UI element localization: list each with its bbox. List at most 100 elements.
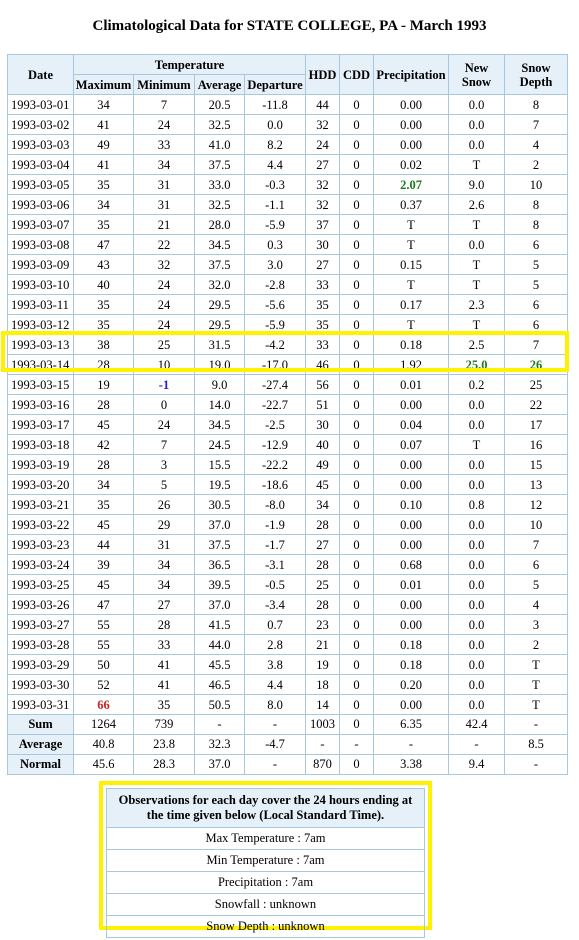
cell-new-snow: 0.0	[448, 234, 505, 255]
summary-row: Sum 1264 739- -1003 0 6.35 42.4-	[7, 714, 568, 735]
cell-date: 1993-03-04	[7, 154, 74, 175]
header-departure: Departure	[244, 74, 306, 95]
cell-snow-depth: 2	[504, 634, 568, 655]
table-row: 1993-03-12 35 24 29.5 -5.9 35 0 T T 6	[7, 314, 568, 335]
table-row: 1993-03-30 52 41 46.5 4.4 18 0 0.20 0.0 T	[7, 674, 568, 695]
cell-snow-depth: T	[504, 694, 568, 715]
cell-cdd: 0	[339, 654, 374, 675]
cell-minimum: 33	[133, 134, 195, 155]
cell-cdd: 0	[339, 134, 374, 155]
cell-snow-depth: 8	[504, 194, 568, 215]
cell-minimum: 41	[133, 654, 195, 675]
summary-cell-maximum: 1264	[73, 714, 134, 735]
cell-new-snow: 0.0	[448, 474, 505, 495]
cell-cdd: 0	[339, 214, 374, 235]
cell-cdd: 0	[339, 454, 374, 475]
cell-departure: 8.2	[244, 134, 306, 155]
cell-hdd: 46	[305, 354, 340, 375]
cell-average: 37.0	[194, 594, 245, 615]
summary-cell-departure: -	[244, 754, 306, 775]
cell-average: 37.5	[194, 254, 245, 275]
cell-maximum: 47	[73, 234, 134, 255]
cell-cdd: 0	[339, 614, 374, 635]
cell-new-snow: T	[448, 434, 505, 455]
cell-new-snow: 0.0	[448, 134, 505, 155]
cell-average: 32.0	[194, 274, 245, 295]
cell-average: 32.5	[194, 194, 245, 215]
cell-precipitation: 2.07	[373, 174, 449, 195]
cell-new-snow: 0.0	[448, 574, 505, 595]
cell-precipitation: 0.00	[373, 94, 449, 115]
summary-label: Normal	[7, 754, 74, 775]
cell-hdd: 18	[305, 674, 340, 695]
cell-minimum: 26	[133, 494, 195, 515]
cell-hdd: 27	[305, 534, 340, 555]
cell-new-snow: 2.6	[448, 194, 505, 215]
cell-departure: 8.0	[244, 694, 306, 715]
summary-row: Average 40.8 23.8 32.3 -4.7- - - -8.5	[7, 734, 568, 755]
cell-date: 1993-03-02	[7, 114, 74, 135]
cell-new-snow: 0.0	[448, 114, 505, 135]
cell-average: 34.5	[194, 414, 245, 435]
cell-minimum: 7	[133, 94, 195, 115]
summary-cell-hdd: -	[305, 734, 340, 755]
cell-cdd: 0	[339, 174, 374, 195]
cell-hdd: 14	[305, 694, 340, 715]
cell-maximum: 35	[73, 174, 134, 195]
cell-maximum: 28	[73, 454, 134, 475]
cell-minimum: 32	[133, 254, 195, 275]
table-row: 1993-03-24 39 34 36.5 -3.1 28 0 0.68 0.0 6	[7, 554, 568, 575]
notes-highlight-box: Observations for each day cover the 24 h…	[99, 781, 432, 938]
summary-cell-maximum: 40.8	[73, 734, 134, 755]
cell-cdd: 0	[339, 514, 374, 535]
cell-maximum: 35	[73, 214, 134, 235]
header-new-snow: New Snow	[448, 54, 505, 95]
cell-new-snow: 0.0	[448, 594, 505, 615]
cell-minimum: 0	[133, 394, 195, 415]
cell-precipitation: T	[373, 214, 449, 235]
cell-new-snow: 0.0	[448, 514, 505, 535]
cell-average: 36.5	[194, 554, 245, 575]
cell-maximum: 28	[73, 394, 134, 415]
table-row: 1993-03-03 49 33 41.0 8.2 24 0 0.00 0.0 4	[7, 134, 568, 155]
cell-date: 1993-03-22	[7, 514, 74, 535]
cell-date: 1993-03-26	[7, 594, 74, 615]
cell-new-snow: T	[448, 214, 505, 235]
cell-average: 50.5	[194, 694, 245, 715]
summary-cell-average: -	[194, 714, 245, 735]
cell-hdd: 45	[305, 474, 340, 495]
cell-date: 1993-03-28	[7, 634, 74, 655]
cell-average: 29.5	[194, 314, 245, 335]
header-minimum: Minimum	[133, 74, 195, 95]
cell-departure: -17.0	[244, 354, 306, 375]
cell-new-snow: 0.0	[448, 634, 505, 655]
cell-precipitation: 0.00	[373, 534, 449, 555]
summary-cell-hdd: 870	[305, 754, 340, 775]
cell-snow-depth: 2	[504, 154, 568, 175]
cell-average: 44.0	[194, 634, 245, 655]
summary-cell-average: 37.0	[194, 754, 245, 775]
cell-average: 45.5	[194, 654, 245, 675]
cell-cdd: 0	[339, 194, 374, 215]
cell-snow-depth: T	[504, 674, 568, 695]
cell-maximum: 44	[73, 534, 134, 555]
cell-average: 37.5	[194, 154, 245, 175]
cell-minimum: 35	[133, 694, 195, 715]
cell-hdd: 56	[305, 374, 340, 395]
cell-hdd: 27	[305, 254, 340, 275]
cell-maximum: 41	[73, 154, 134, 175]
cell-hdd: 30	[305, 414, 340, 435]
summary-cell-snow-depth: -	[504, 714, 568, 735]
cell-new-snow: T	[448, 254, 505, 275]
cell-departure: 3.8	[244, 654, 306, 675]
table-row: 1993-03-29 50 41 45.5 3.8 19 0 0.18 0.0 T	[7, 654, 568, 675]
summary-row: Normal 45.6 28.3 37.0-870 0 3.38 9.4-	[7, 754, 568, 775]
cell-hdd: 19	[305, 654, 340, 675]
cell-maximum: 35	[73, 494, 134, 515]
cell-departure: -2.5	[244, 414, 306, 435]
cell-precipitation: 0.00	[373, 454, 449, 475]
cell-precipitation: 0.18	[373, 334, 449, 355]
cell-minimum: 24	[133, 274, 195, 295]
summary-label: Sum	[7, 714, 74, 735]
summary-cell-minimum: 739	[133, 714, 195, 735]
